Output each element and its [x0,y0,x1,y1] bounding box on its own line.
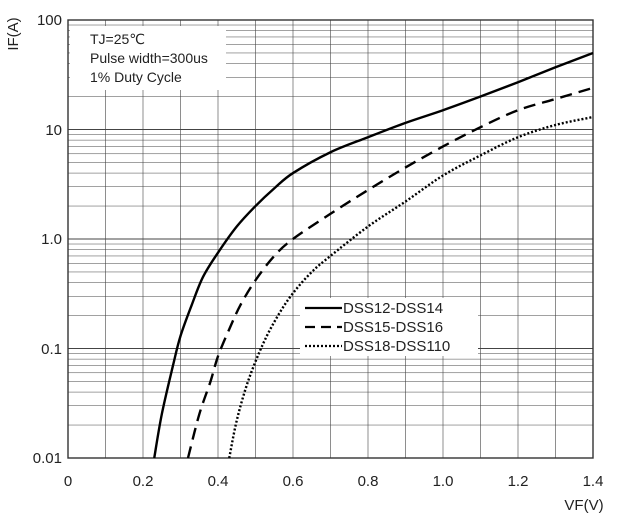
x-tick-label-0.8: 0.8 [358,473,379,490]
conditions-box: TJ=25℃ Pulse width=300us 1% Duty Cycle [70,26,226,90]
plot-frame [67,19,594,459]
x-tick-label-1.4: 1.4 [583,473,604,490]
x-tick-label-1.2: 1.2 [508,473,529,490]
conditions-box-background [70,26,226,90]
legend-label-dss12-dss14: DSS12-DSS14 [343,300,443,317]
legend-label-dss15-dss16: DSS15-DSS16 [343,319,443,336]
x-tick-label-0.2: 0.2 [133,473,154,490]
x-tick-label-0.6: 0.6 [283,473,304,490]
legend-label-dss18-dss110: DSS18-DSS110 [343,338,450,355]
x-tick-label-0.4: 0.4 [208,473,229,490]
x-tick-label-1.0: 1.0 [433,473,454,490]
y-tick-label-0.01: 0.01 [33,450,62,467]
x-tick-labels: 0 0.2 0.4 0.6 0.8 1.0 1.2 1.4 [64,473,604,490]
y-axis-label: IF(A) [5,17,22,50]
condition-pulse-width: Pulse width=300us [90,50,208,66]
x-tick-label-0: 0 [64,473,72,490]
series-line-dss15-dss16 [186,86,594,459]
y-tick-label-100: 100 [37,12,62,29]
y-tick-label-0.1: 0.1 [41,341,62,358]
series-line-dss12-dss14 [153,51,594,459]
legend: DSS12-DSS14 DSS15-DSS16 DSS18-DSS110 [300,298,478,356]
series-line-dss18-dss110 [228,115,594,459]
y-tick-label-1.0: 1.0 [41,231,62,248]
condition-temperature: TJ=25℃ [90,31,145,47]
condition-duty-cycle: 1% Duty Cycle [90,69,182,85]
x-axis-label: VF(V) [564,497,603,514]
y-tick-label-10: 10 [45,122,62,139]
y-tick-labels: 0.01 0.1 1.0 10 100 [33,12,62,467]
series-layer [153,51,594,459]
